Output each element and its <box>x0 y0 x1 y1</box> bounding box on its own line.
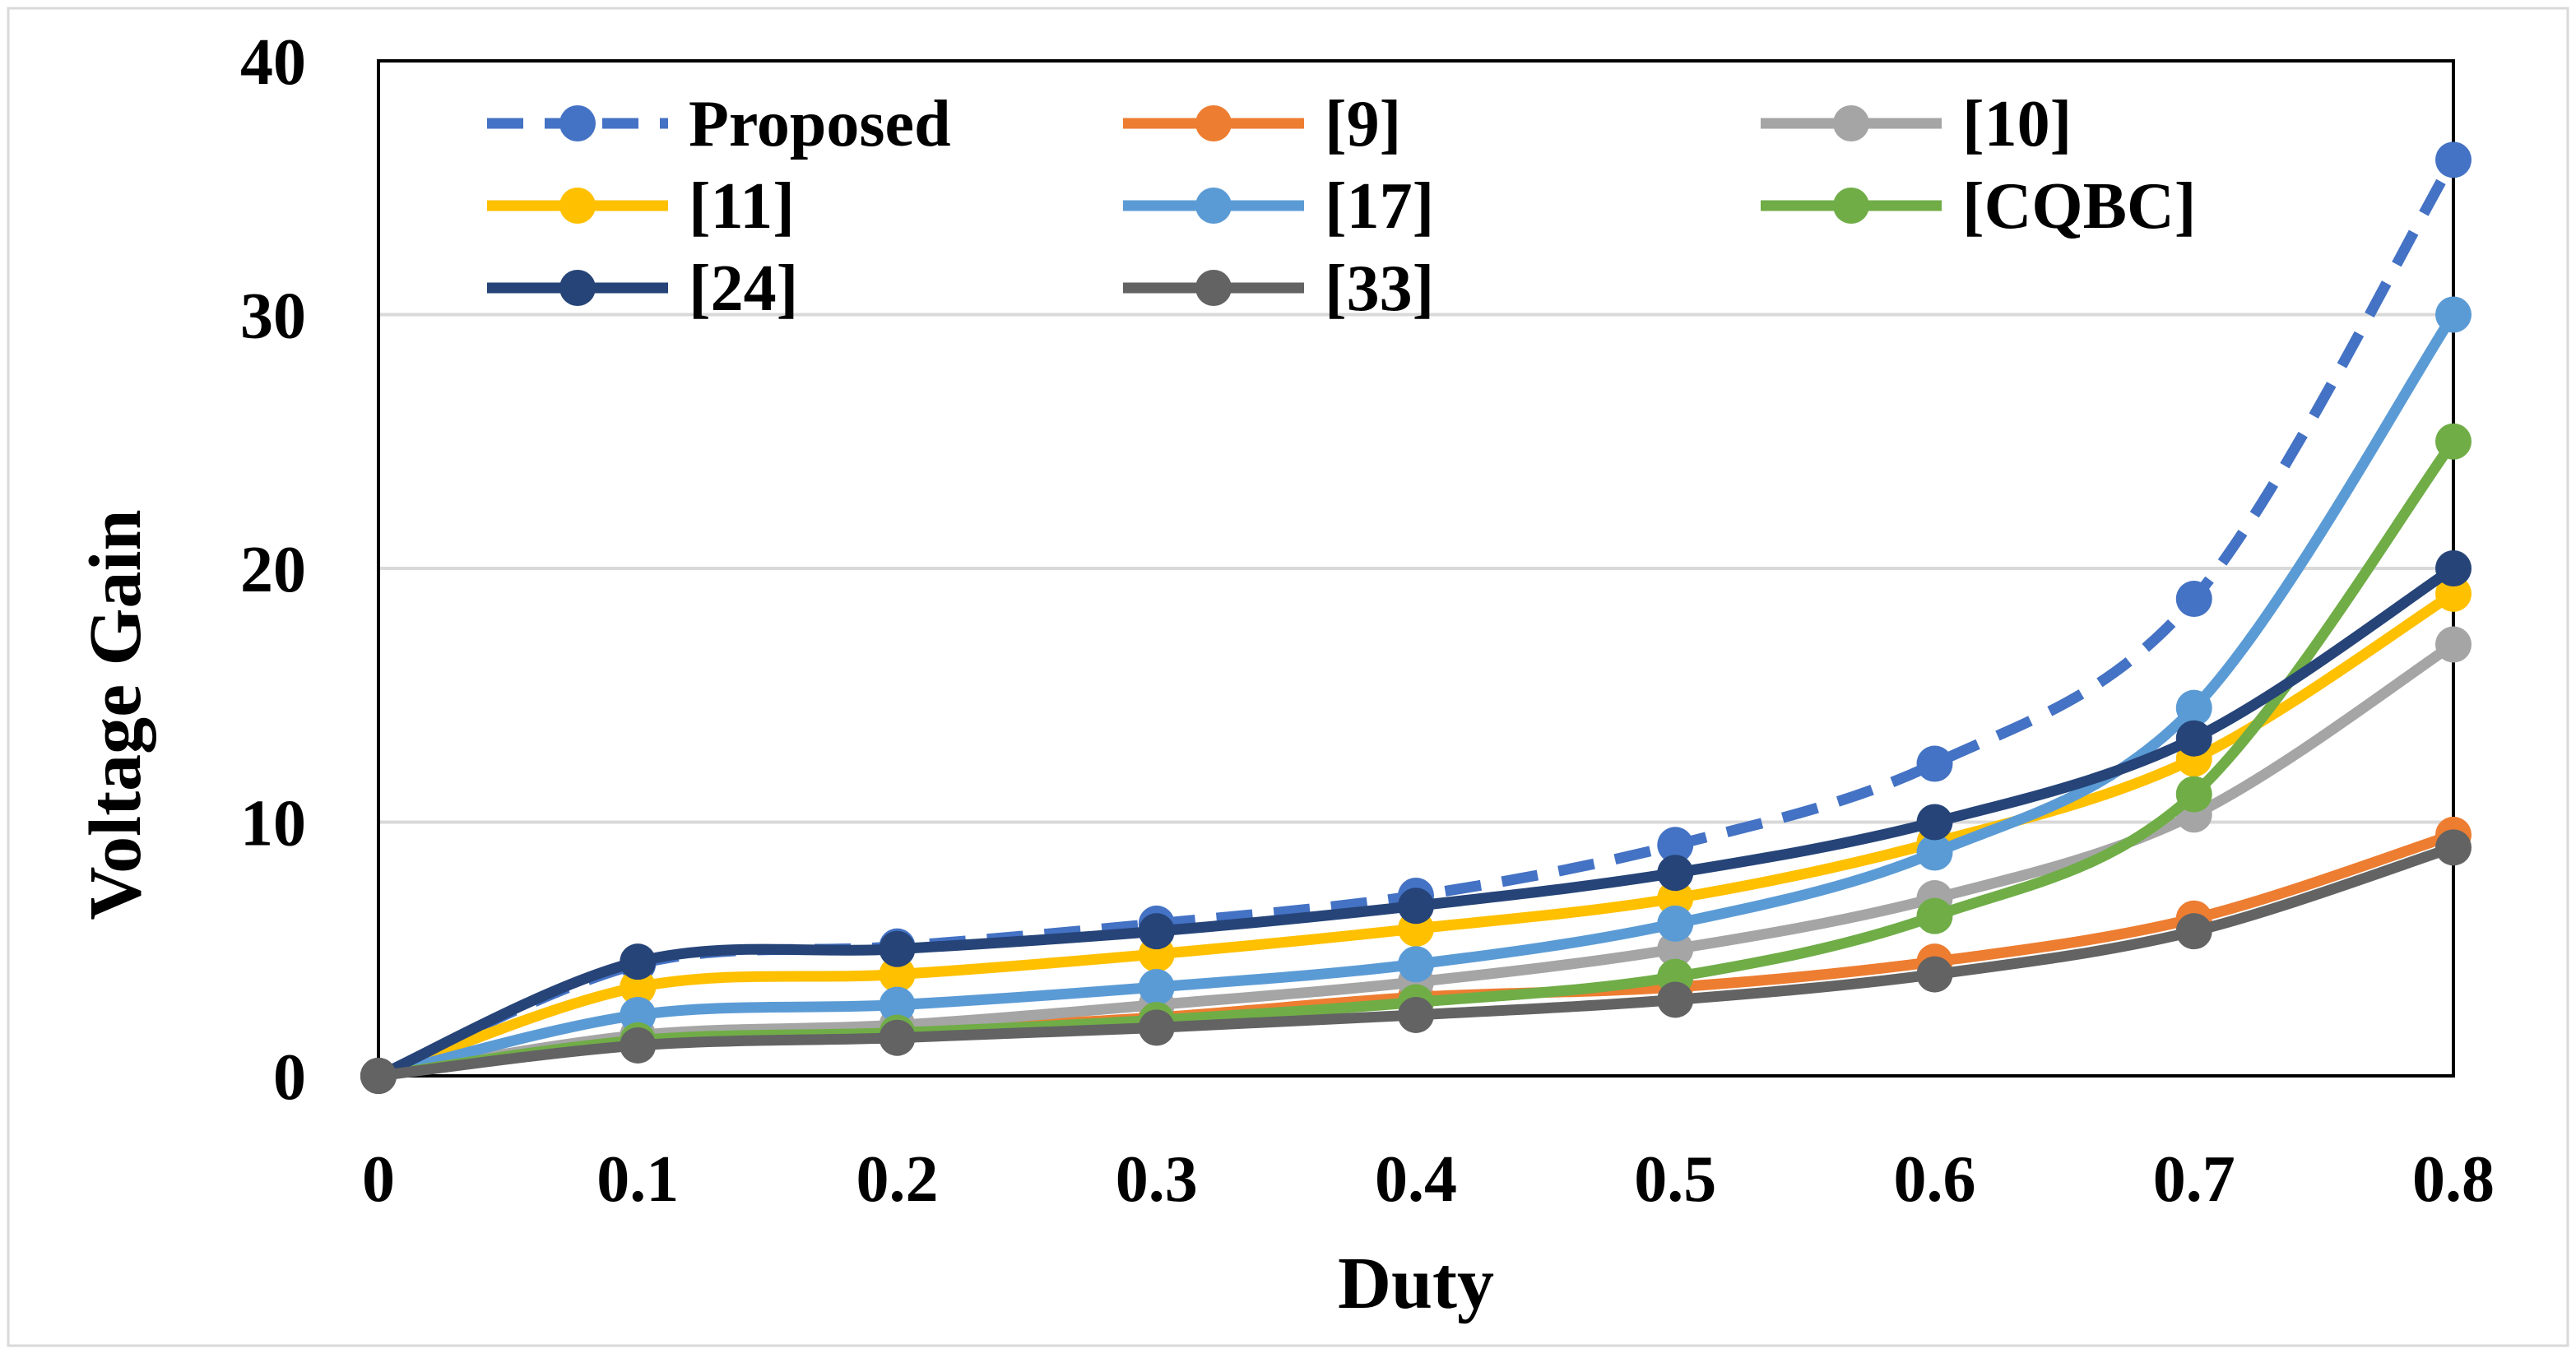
series-point <box>1916 745 1953 782</box>
series-point <box>1657 855 1694 892</box>
legend-item: [CQBC] <box>1761 170 2196 243</box>
legend-label: [17] <box>1325 170 1434 243</box>
series-point <box>2435 550 2472 586</box>
y-axis-title: Voltage Gain <box>75 509 156 920</box>
series-point <box>2435 626 2472 663</box>
grid-lines <box>378 313 2453 824</box>
legend-marker <box>559 105 596 141</box>
series-point <box>2175 720 2212 757</box>
series-point <box>620 969 657 1006</box>
series-point <box>2435 423 2472 460</box>
x-tick-label: 0.6 <box>1894 1143 1976 1216</box>
series-point <box>1398 946 1434 983</box>
legend-item: [24] <box>487 253 798 325</box>
series-point <box>1657 880 1694 917</box>
series-point <box>879 986 916 1023</box>
series-point <box>2435 141 2472 178</box>
x-tick-label: 0.8 <box>2412 1143 2495 1216</box>
x-axis-title: Duty <box>1338 1243 1494 1324</box>
series-line <box>373 436 2459 1082</box>
series-point <box>1657 905 1694 942</box>
legend-marker <box>1195 270 1232 306</box>
chart-border <box>7 7 2569 1347</box>
legend-marker <box>559 270 596 306</box>
legend-item: [10] <box>1761 88 2072 160</box>
legend-label: [10] <box>1962 88 2072 160</box>
series-point <box>1398 888 1434 925</box>
series-point <box>879 956 916 993</box>
legend-marker <box>559 188 596 224</box>
legend-label: [33] <box>1325 253 1434 325</box>
legend-marker <box>1833 188 1869 224</box>
legend-label: [CQBC] <box>1962 170 2196 243</box>
legend: Proposed [9] [10] [11] [17] [CQBC] [24] [33] <box>487 88 2196 325</box>
legend-label: Proposed <box>689 88 951 160</box>
y-tick-label: 30 <box>240 280 306 353</box>
series-point <box>1916 956 1953 993</box>
series-point <box>620 943 657 980</box>
legend-marker <box>1833 105 1869 141</box>
legend-item: [17] <box>1123 170 1434 243</box>
series-point <box>1138 969 1175 1006</box>
x-tick-label: 0.5 <box>1634 1143 1716 1216</box>
series-point <box>2435 575 2472 612</box>
legend-item: [9] <box>1123 88 1401 160</box>
x-tick-label: 0.2 <box>856 1143 939 1216</box>
x-tick-label: 0.4 <box>1375 1143 1457 1216</box>
series-point <box>1657 930 1694 967</box>
series-point <box>1916 834 1953 871</box>
series-point <box>879 1019 916 1056</box>
x-tick-label: 0.3 <box>1116 1143 1198 1216</box>
series-point <box>1138 1009 1175 1046</box>
series-point <box>1916 804 1953 841</box>
series-layer <box>360 141 2472 1094</box>
legend-item: [11] <box>487 170 795 243</box>
series-point <box>360 1058 397 1094</box>
series-point <box>2435 296 2472 333</box>
x-tick-label: 0 <box>362 1143 395 1216</box>
y-tick-labels: 0 10 20 30 40 <box>240 26 306 1114</box>
series-point <box>879 930 916 967</box>
x-tick-label: 0.7 <box>2153 1143 2235 1216</box>
series-point <box>2175 689 2212 726</box>
series-point <box>1657 827 1694 864</box>
series-point <box>1916 897 1953 934</box>
legend-item: Proposed <box>487 88 951 160</box>
series-point <box>2175 913 2212 950</box>
legend-label: [9] <box>1325 88 1401 160</box>
x-tick-labels: 0 0.1 0.2 0.3 0.4 0.5 0.6 0.7 0.8 <box>362 1143 2495 1216</box>
series-point <box>2175 776 2212 813</box>
series-point <box>620 1027 657 1064</box>
legend-marker <box>1195 105 1232 141</box>
legend-item: [33] <box>1123 253 1434 325</box>
series-point <box>620 996 657 1033</box>
series-point <box>1138 913 1175 950</box>
series-point <box>1657 981 1694 1018</box>
series-point <box>2435 829 2472 866</box>
series-point <box>1398 996 1434 1033</box>
legend-marker <box>1195 188 1232 224</box>
y-tick-label: 0 <box>273 1041 306 1114</box>
y-tick-label: 40 <box>240 26 306 99</box>
y-tick-label: 20 <box>240 534 306 606</box>
series-point <box>2175 581 2212 618</box>
legend-label: [24] <box>689 253 798 325</box>
y-tick-label: 10 <box>240 788 306 860</box>
series-6 <box>360 550 2472 1094</box>
x-tick-label: 0.1 <box>596 1143 679 1216</box>
series-7 <box>360 829 2472 1094</box>
legend-label: [11] <box>689 170 795 243</box>
